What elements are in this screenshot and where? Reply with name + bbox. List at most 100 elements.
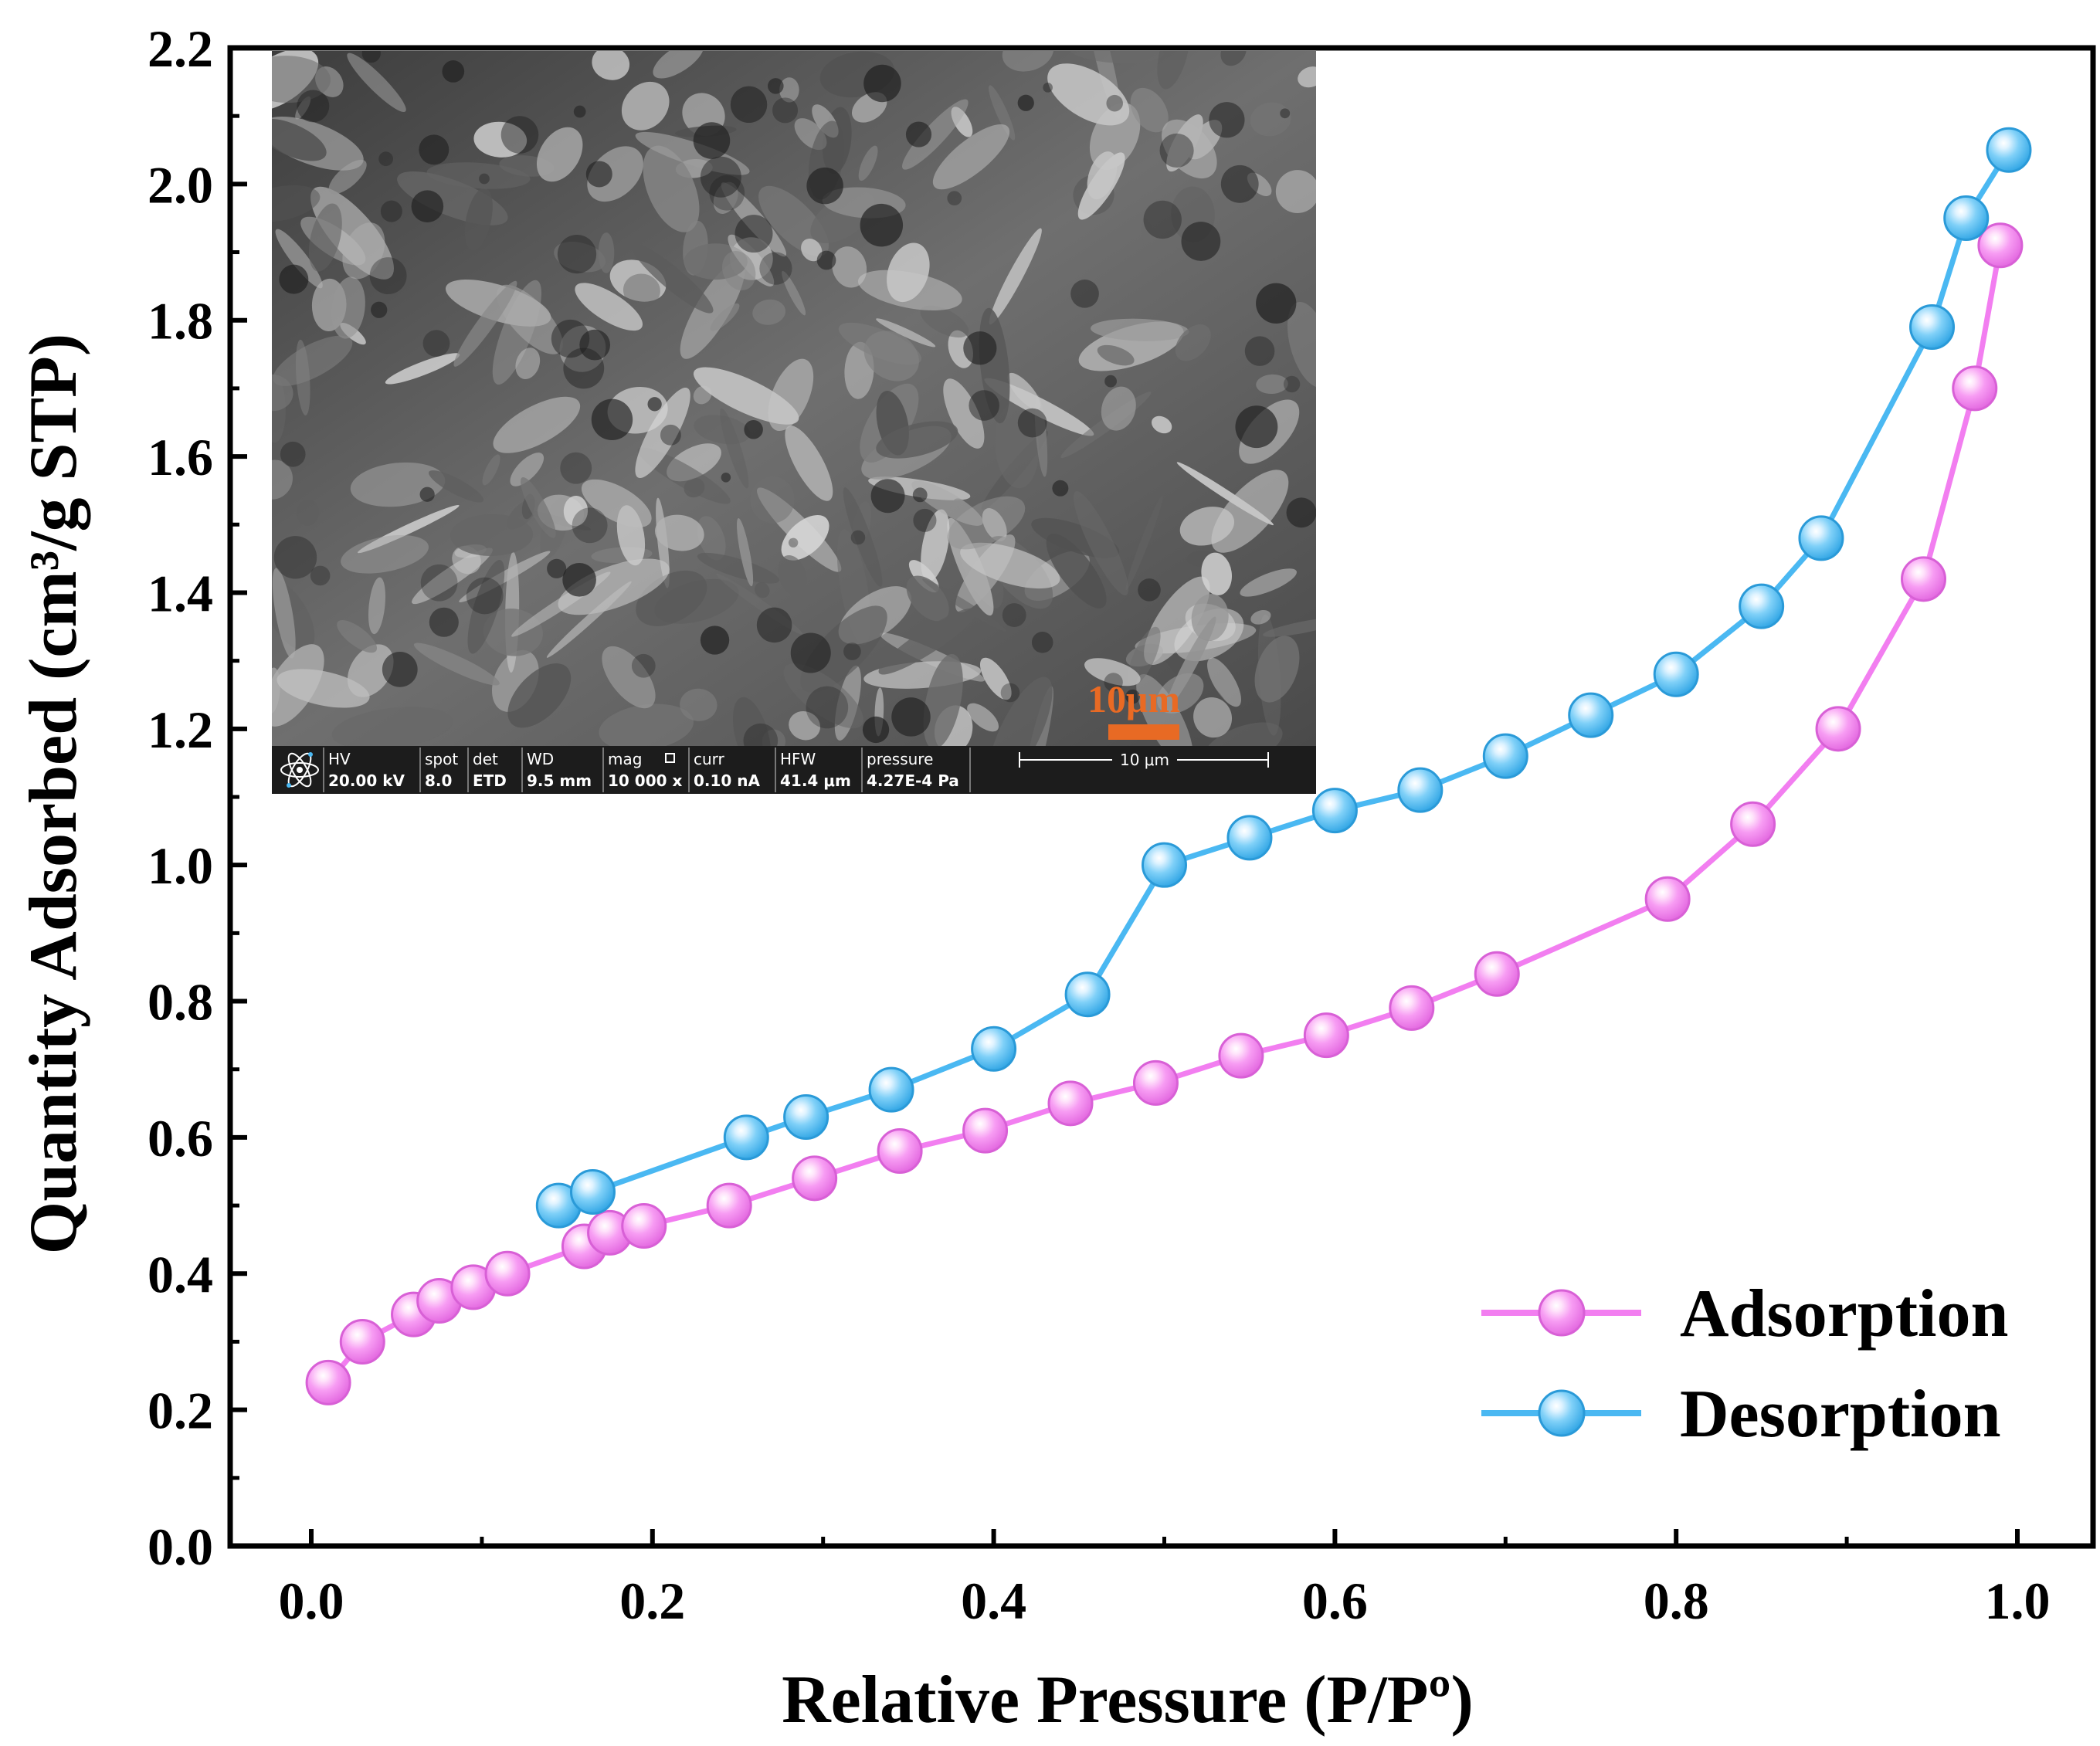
adsorption-point (1977, 222, 2024, 269)
x-tick-label: 0.6 (1302, 1571, 1368, 1630)
sem-crystal (967, 703, 999, 732)
sem-pore (963, 331, 997, 365)
adsorption-point (1047, 1080, 1094, 1127)
desorption-point (569, 1168, 616, 1215)
sem-pore (280, 441, 306, 467)
sem-crystal (1002, 51, 1054, 72)
desorption-point (1142, 842, 1187, 888)
sem-crystal (563, 495, 589, 527)
mag-square-icon (665, 753, 675, 763)
desorption-point (1909, 304, 1956, 351)
sem-crystal (1031, 517, 1120, 558)
legend-marker-adsorption (1538, 1289, 1586, 1337)
sem-crystal (1191, 594, 1229, 642)
x-tick-label: 0.4 (961, 1571, 1026, 1630)
sem-pore (947, 191, 962, 206)
y-tick-label: 1.8 (148, 292, 213, 351)
sem-crystal (536, 127, 583, 182)
sem-pore (1000, 683, 1020, 703)
sem-crystal (426, 162, 531, 189)
sem-crystal (832, 246, 867, 288)
sem-crystal (599, 703, 694, 746)
sem-pore (591, 398, 633, 441)
sem-crystal (493, 396, 581, 453)
sem-pore (420, 564, 458, 602)
sem-crystal (1073, 491, 1128, 596)
sem-crystal (507, 663, 572, 728)
y-tick-label: 2.0 (148, 155, 213, 214)
y-tick-label: 0.2 (148, 1382, 213, 1440)
sem-pore (562, 562, 596, 597)
sem-pore (756, 607, 792, 643)
plot-frame (227, 45, 2096, 1549)
sem-crystal (1151, 415, 1172, 434)
legend-label-desorption: Desorption (1680, 1377, 2001, 1452)
sem-crystal (750, 476, 795, 524)
sem-crystal (800, 605, 887, 693)
sem-info-value: 4.27E-4 Pa (867, 771, 959, 790)
sem-pore (768, 78, 784, 94)
sem-pore (551, 319, 590, 358)
sem-crystal (1263, 617, 1316, 637)
sem-pore (371, 301, 388, 318)
sem-pore (721, 473, 731, 483)
sem-pore (1286, 497, 1316, 528)
sem-pore (806, 167, 843, 205)
sem-pore (1002, 603, 1026, 627)
sem-crystal (785, 425, 833, 501)
sem-crystal (623, 273, 660, 307)
x-tick-label: 0.0 (279, 1571, 344, 1630)
sem-crystal (782, 270, 806, 316)
sem-crystal (1101, 386, 1136, 431)
sem-crystal (575, 283, 643, 331)
sem-pore (734, 215, 773, 253)
x-axis-ticks: 0.0 0.2 0.4 0.6 0.8 1.0 (279, 1529, 2051, 1630)
sem-pore (912, 487, 928, 503)
desorption-point (1226, 815, 1273, 861)
legend-label-adsorption: Adsorption (1680, 1276, 2008, 1351)
sem-pore (1052, 480, 1069, 497)
sem-info-value: 10 000 x (608, 771, 683, 790)
sem-crystal (450, 514, 534, 557)
sem-pore (422, 330, 450, 358)
sem-pore (1209, 102, 1245, 138)
sem-crystal (947, 496, 1026, 550)
sem-crystal (778, 555, 807, 595)
sem-pore (891, 697, 931, 737)
sem-crystal (801, 238, 823, 262)
sem-crystal (1211, 470, 1289, 553)
y-tick-label: 0.0 (148, 1517, 213, 1576)
sem-pore (1031, 632, 1053, 653)
sem-crystal (758, 185, 829, 256)
sem-crystal (1136, 673, 1193, 746)
sem-pore (573, 105, 586, 118)
sem-info-label: HFW (780, 750, 816, 768)
sem-crystal (602, 646, 656, 709)
sem-crystal (697, 552, 780, 584)
series-layer (305, 127, 2032, 1405)
sem-pore (297, 90, 330, 123)
sem-crystal (989, 228, 1042, 325)
sem-crystal (1046, 534, 1107, 609)
sem-crystal (680, 688, 718, 721)
sem-crystal (1240, 568, 1297, 597)
sem-ruler-label: 10 μm (1120, 751, 1169, 769)
sem-pore (744, 420, 763, 439)
sem-crystal (473, 121, 528, 158)
sem-pore (378, 151, 393, 167)
sem-pore (411, 190, 444, 222)
sem-pore (279, 264, 309, 294)
sem-crystal (1141, 218, 1158, 266)
y-tick-label: 2.2 (148, 19, 213, 78)
sem-pore (816, 250, 836, 270)
sem-pore (557, 234, 597, 274)
sem-crystal (272, 56, 331, 103)
adsorption-point (305, 1359, 351, 1405)
sem-info-value: 41.4 μm (780, 771, 851, 790)
sem-crystal (732, 697, 772, 746)
sem-crystal (878, 608, 978, 675)
sem-pore (913, 508, 937, 532)
sem-crystal (1287, 301, 1316, 388)
desorption-point (1311, 788, 1358, 834)
sem-pore (700, 156, 741, 198)
